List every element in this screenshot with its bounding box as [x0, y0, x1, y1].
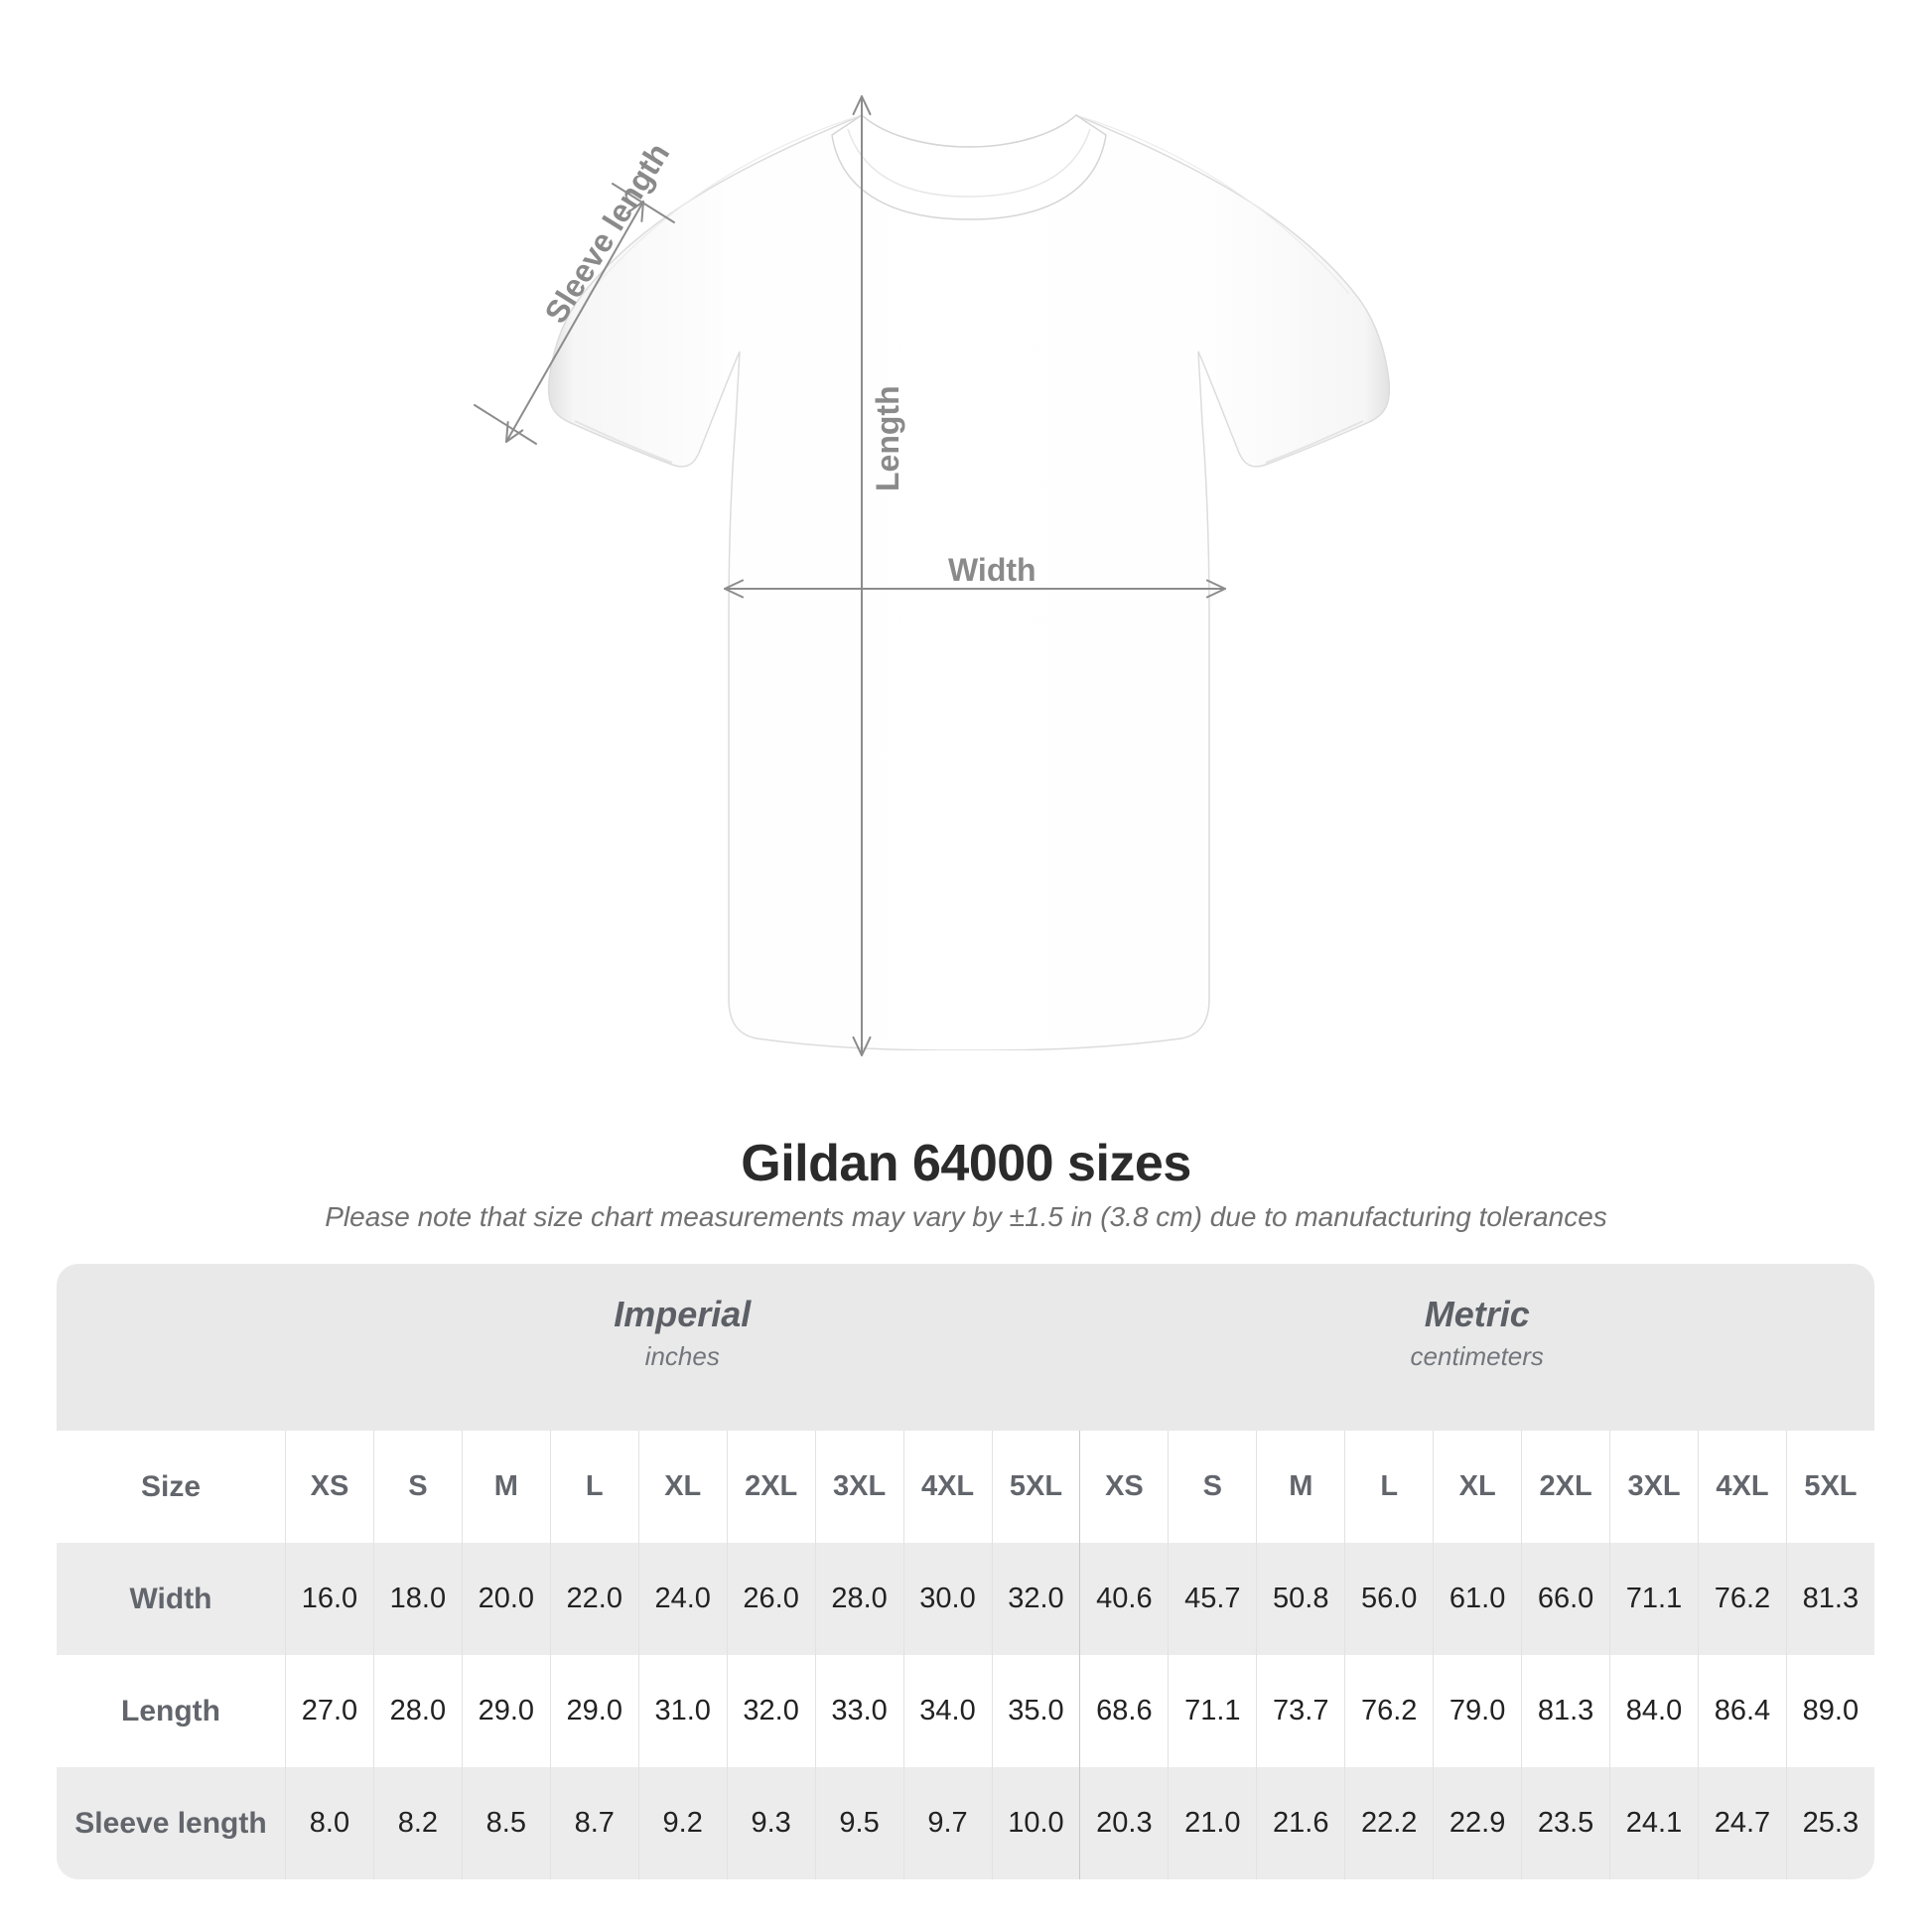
svg-text:Sleeve length: Sleeve length	[537, 137, 676, 330]
svg-text:Width: Width	[948, 552, 1036, 588]
svg-text:Length: Length	[870, 385, 905, 491]
